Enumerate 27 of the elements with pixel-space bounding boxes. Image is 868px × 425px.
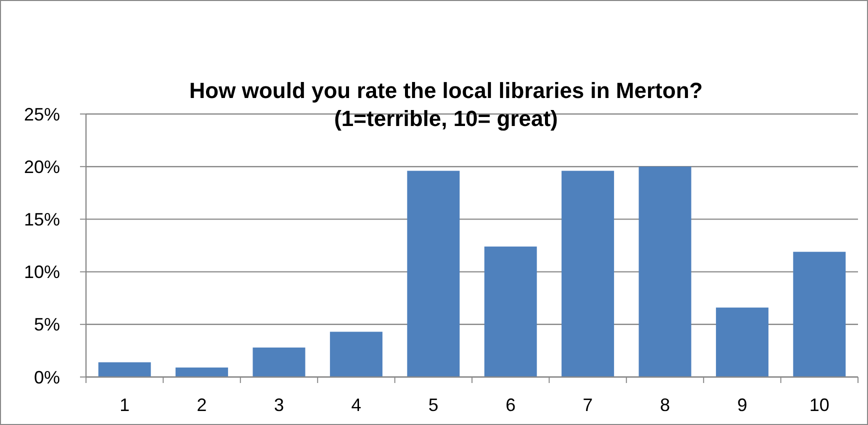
- x-tick-label: 10: [809, 395, 830, 415]
- bar: [176, 368, 228, 377]
- x-tick-label: 3: [274, 395, 284, 415]
- bar: [484, 246, 537, 377]
- y-tick-label: 15%: [24, 210, 60, 230]
- y-tick-label: 25%: [24, 104, 60, 124]
- bar: [252, 348, 306, 377]
- x-tick-label: 8: [660, 395, 670, 415]
- y-tick-label: 20%: [24, 156, 60, 177]
- y-tick-label: 5%: [34, 314, 60, 335]
- x-tick-label: 4: [351, 395, 362, 415]
- y-tick-label: 10%: [24, 262, 60, 282]
- x-tick-label: 9: [737, 395, 748, 415]
- bar: [98, 362, 151, 377]
- bar: [716, 308, 768, 377]
- x-tick-label: 1: [120, 395, 130, 415]
- bar: [562, 170, 614, 377]
- x-tick-label: 6: [506, 395, 516, 415]
- bar: [407, 170, 460, 377]
- x-tick-label: 7: [582, 395, 593, 415]
- x-tick-label: 5: [428, 395, 438, 415]
- x-tick-label: 2: [196, 395, 207, 415]
- bar: [638, 166, 692, 377]
- chart-title: How would you rate the local libraries in Merton? (1=terrible, 10= great): [189, 78, 703, 131]
- y-tick-label: 0%: [34, 367, 60, 388]
- bar: [793, 252, 846, 377]
- bar: [330, 332, 382, 377]
